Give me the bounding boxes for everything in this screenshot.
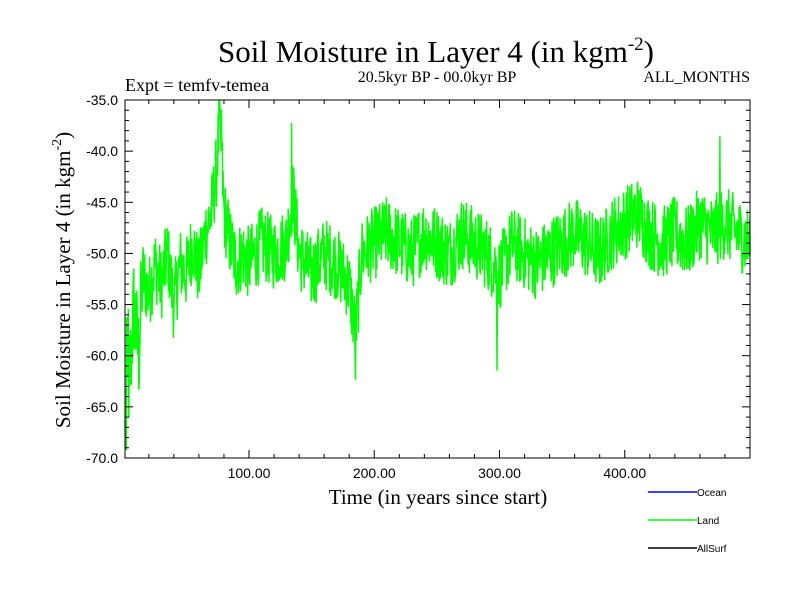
legend-label: AllSurf: [697, 544, 727, 555]
chart-title: Soil Moisture in Layer 4 (in kgm-2): [218, 34, 654, 69]
y-tick-label: -50.0: [86, 245, 118, 261]
y-tick-labels: -35.0 -40.0 -45.0 -50.0 -55.0 -60.0 -65.0 -70.0: [86, 92, 118, 466]
x-tick-label: 300.00: [478, 465, 521, 481]
x-tick-label: 100.00: [228, 465, 271, 481]
y-tick-label: -35.0: [86, 92, 118, 108]
x-tick-label: 400.00: [603, 465, 646, 481]
legend: Ocean Land AllSurf: [648, 488, 727, 555]
y-tick-label: -40.0: [86, 143, 118, 159]
ticks-group: [125, 99, 751, 459]
series-group: [124, 99, 751, 451]
x-tick-label: 200.00: [353, 465, 396, 481]
legend-label: Land: [697, 516, 719, 527]
time-range-label: 20.5kyr BP - 00.0kyr BP: [358, 69, 517, 86]
y-tick-label: -70.0: [86, 450, 118, 466]
y-tick-label: -60.0: [86, 348, 118, 364]
legend-item-ocean: Ocean: [648, 488, 726, 499]
months-label: ALL_MONTHS: [643, 69, 750, 86]
y-tick-label: -45.0: [86, 194, 118, 210]
y-axis-label: Soil Moisture in Layer 4 (in kgm-2): [50, 132, 75, 428]
legend-item-land: Land: [648, 516, 719, 527]
legend-label: Ocean: [697, 488, 726, 499]
series-line-land: [124, 99, 751, 451]
legend-item-allsurf: AllSurf: [648, 544, 727, 555]
x-axis-label: Time (in years since start): [329, 485, 548, 509]
x-tick-labels: 100.00 200.00 300.00 400.00: [228, 465, 647, 481]
y-tick-label: -55.0: [86, 297, 118, 313]
experiment-label: Expt = temfv-temea: [125, 75, 269, 95]
plot-frame: [124, 99, 751, 459]
y-tick-label: -65.0: [86, 399, 118, 415]
